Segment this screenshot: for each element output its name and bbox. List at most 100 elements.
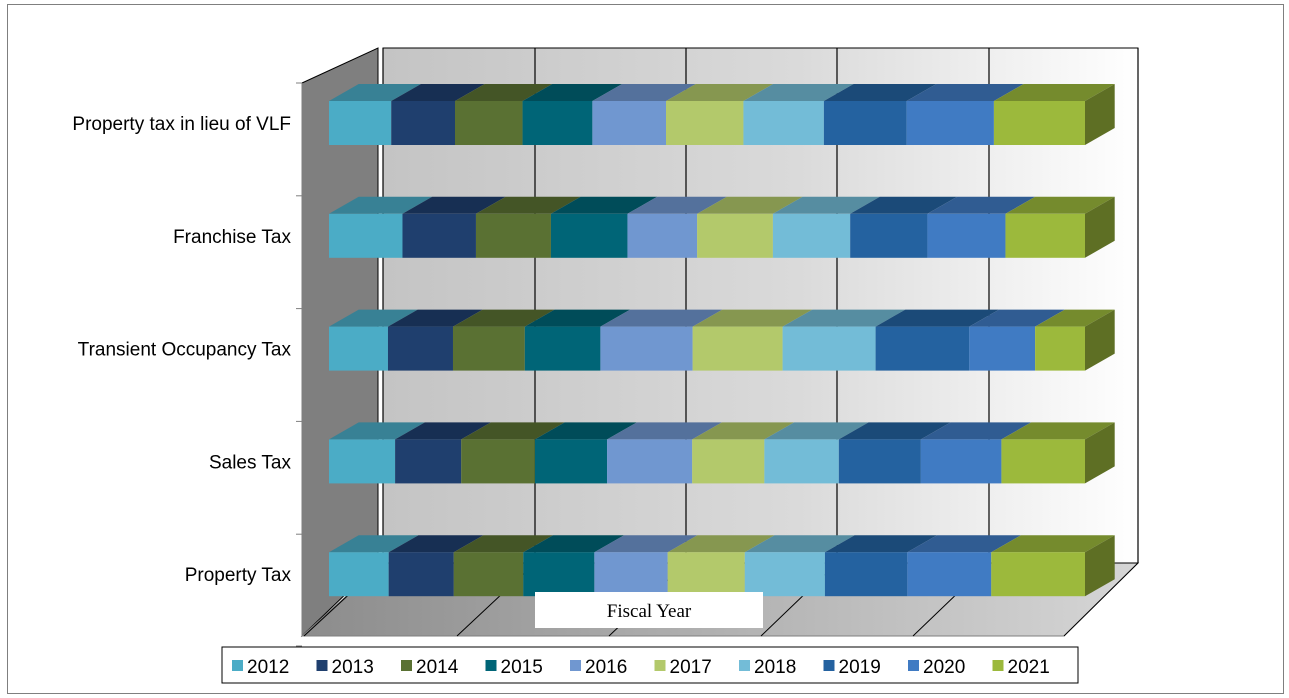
bar-segment (906, 84, 1024, 145)
bar (969, 326, 1036, 371)
bar-segment (600, 309, 723, 371)
bar (453, 552, 524, 597)
category-label: Property tax in lieu of VLF (72, 114, 291, 135)
bar-top (594, 535, 698, 553)
bar (395, 439, 462, 484)
bar (329, 439, 396, 484)
bar-segment (838, 422, 951, 484)
legend-swatch (401, 660, 412, 671)
bar-segment (772, 196, 880, 258)
bar-top (523, 535, 625, 553)
legend-swatch (739, 660, 750, 671)
bar-segment (388, 535, 484, 597)
bar (329, 326, 388, 371)
bar-top (744, 535, 855, 553)
category-label: Sales Tax (209, 452, 292, 473)
bar-top (388, 535, 484, 553)
bar-segment (387, 309, 483, 371)
bar (782, 326, 876, 371)
chart-frame: Property tax in lieu of VLF Franchise Tax… (7, 4, 1284, 694)
bar-top (993, 84, 1115, 101)
bar (772, 213, 851, 258)
bar-segment (920, 422, 1032, 484)
bar (764, 439, 839, 484)
bar-side (1085, 309, 1115, 371)
bar-segment (969, 309, 1065, 371)
bar-segment (667, 535, 775, 597)
bar-segment (395, 422, 491, 484)
bar (692, 326, 783, 371)
bar-segment (993, 84, 1115, 145)
bar-top (692, 422, 795, 440)
bar-segment (402, 196, 506, 258)
bar (907, 552, 992, 597)
bar-segment (452, 309, 555, 371)
bar (329, 552, 389, 597)
bar (523, 552, 595, 597)
bar-segment (1035, 309, 1115, 371)
bar (550, 213, 628, 258)
bar-top (607, 422, 722, 440)
bar-top (592, 84, 696, 101)
x-axis-title-group: Fiscal Year (535, 592, 763, 628)
bar-top (455, 84, 553, 101)
legend-box (221, 646, 1079, 684)
bar-segment (875, 309, 1000, 371)
bar-top (329, 309, 418, 327)
bar-segment (692, 309, 813, 371)
bar-segment (744, 535, 855, 597)
bar-top (969, 309, 1065, 327)
bar (388, 552, 454, 597)
bar (993, 101, 1085, 145)
x-axis-title-box (535, 592, 763, 628)
legend-label: 2019 (839, 657, 881, 678)
bar-top (743, 84, 854, 101)
bar-segment (329, 84, 421, 145)
bar (906, 101, 994, 145)
legend-swatch (232, 660, 243, 671)
bar-segment (824, 535, 938, 597)
bar-segment (475, 196, 581, 258)
bar-side (1085, 84, 1115, 145)
bar-top (838, 422, 951, 440)
bar-top (1001, 422, 1115, 440)
category-axis: Property tax in lieu of VLF Franchise Tax… (72, 82, 303, 647)
bar (600, 326, 693, 371)
bar (402, 213, 476, 258)
bar-top (1035, 309, 1115, 327)
bar (667, 552, 745, 597)
bar-segment (592, 84, 696, 145)
bar-side (1085, 422, 1115, 484)
bar-top (824, 535, 938, 553)
bar (329, 213, 403, 258)
bar-top (550, 196, 658, 214)
bar (387, 326, 453, 371)
bar-top (461, 422, 565, 440)
bar-top (452, 309, 555, 327)
bar (475, 213, 551, 258)
bar-top (627, 196, 727, 214)
bar-top (402, 196, 506, 214)
bar (692, 439, 765, 484)
bar-segment (534, 422, 637, 484)
bar-top (907, 535, 1021, 553)
bar-top (920, 422, 1032, 440)
bar-top (772, 196, 880, 214)
bar (391, 101, 455, 145)
bar-segment (1005, 196, 1115, 258)
bar (744, 552, 825, 597)
bar-top (850, 196, 958, 214)
gridline-floor (1063, 562, 1139, 637)
bar-top (667, 535, 775, 553)
bar-segment (522, 84, 623, 145)
bar-segment (523, 535, 625, 597)
legend-swatch (654, 660, 666, 671)
legend-swatch (570, 660, 581, 671)
bar-top (927, 196, 1036, 214)
bar (838, 439, 921, 484)
bar-segment (991, 535, 1115, 597)
bar (329, 101, 392, 145)
bar-top (875, 309, 1000, 327)
bar (594, 552, 668, 597)
bar-top (391, 84, 485, 101)
